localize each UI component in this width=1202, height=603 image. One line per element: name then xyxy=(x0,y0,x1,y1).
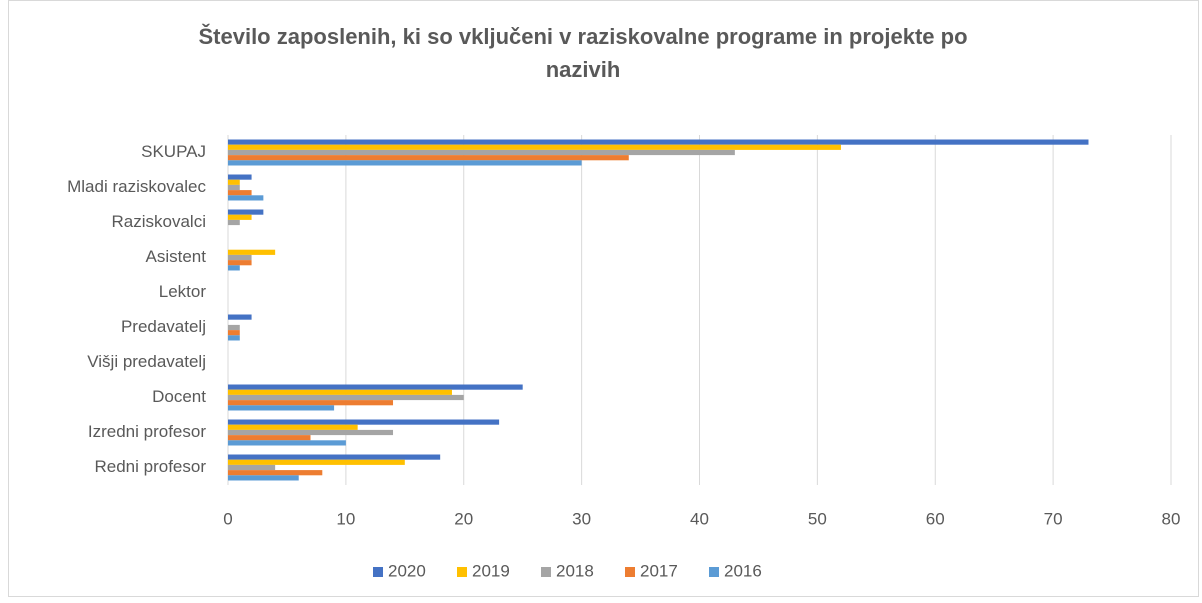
bar xyxy=(228,475,299,481)
legend-label: 2016 xyxy=(724,561,762,580)
legend-swatch xyxy=(709,567,719,577)
bar xyxy=(228,254,252,261)
bar xyxy=(228,314,252,320)
y-tick-label: Lektor xyxy=(159,282,207,301)
bar xyxy=(228,209,264,215)
legend-label: 2018 xyxy=(556,561,594,580)
y-tick-label: Docent xyxy=(152,387,206,406)
y-tick-label: Mladi raziskovalec xyxy=(67,177,206,196)
legend-label: 2017 xyxy=(640,561,678,580)
bar xyxy=(228,454,441,460)
bar xyxy=(228,190,252,196)
x-tick-label: 10 xyxy=(336,509,355,528)
bar xyxy=(228,400,394,406)
x-tick-label: 50 xyxy=(808,509,827,528)
bar xyxy=(228,214,252,220)
bar xyxy=(228,139,1089,145)
bar xyxy=(228,155,629,161)
x-tick-label: 70 xyxy=(1044,509,1063,528)
bar xyxy=(228,144,841,150)
chart-title: Število zaposlenih, ki so vključeni v ra… xyxy=(198,24,967,49)
bar xyxy=(228,389,452,395)
bar xyxy=(228,249,276,255)
bar xyxy=(228,435,311,441)
bar xyxy=(228,330,240,336)
y-tick-label: Raziskovalci xyxy=(112,212,206,231)
bar xyxy=(228,160,582,166)
x-tick-label: 60 xyxy=(926,509,945,528)
bar xyxy=(228,219,240,226)
bar xyxy=(228,335,240,341)
legend-swatch xyxy=(541,567,551,577)
bar xyxy=(228,184,240,191)
legend-label: 2019 xyxy=(472,561,510,580)
chart-title: nazivih xyxy=(546,57,621,82)
legend-swatch xyxy=(625,567,635,577)
x-tick-label: 80 xyxy=(1162,509,1181,528)
legend-swatch xyxy=(373,567,383,577)
legend-label: 2020 xyxy=(388,561,426,580)
bar xyxy=(228,384,523,390)
bar xyxy=(228,459,405,465)
bar xyxy=(228,179,240,185)
bar xyxy=(228,440,346,446)
y-tick-label: Asistent xyxy=(146,247,207,266)
chart-border xyxy=(8,0,1199,597)
x-tick-label: 30 xyxy=(572,509,591,528)
bar xyxy=(228,265,240,271)
bar xyxy=(228,419,500,425)
y-tick-label: Predavatelj xyxy=(121,317,206,336)
bar xyxy=(228,324,240,331)
x-tick-label: 0 xyxy=(223,509,232,528)
bar xyxy=(228,405,335,411)
y-tick-label: Redni profesor xyxy=(94,457,206,476)
bar xyxy=(228,470,323,476)
y-tick-label: Višji predavatelj xyxy=(87,352,206,371)
x-tick-label: 20 xyxy=(454,509,473,528)
bar xyxy=(228,174,252,180)
bar xyxy=(228,195,264,201)
bar xyxy=(228,149,735,156)
bar xyxy=(228,464,276,471)
y-tick-label: SKUPAJ xyxy=(141,142,206,161)
y-tick-label: Izredni profesor xyxy=(88,422,206,441)
bar xyxy=(228,424,358,430)
x-tick-label: 40 xyxy=(690,509,709,528)
bar xyxy=(228,394,464,401)
bar xyxy=(228,429,394,436)
legend-swatch xyxy=(457,567,467,577)
bar xyxy=(228,260,252,266)
